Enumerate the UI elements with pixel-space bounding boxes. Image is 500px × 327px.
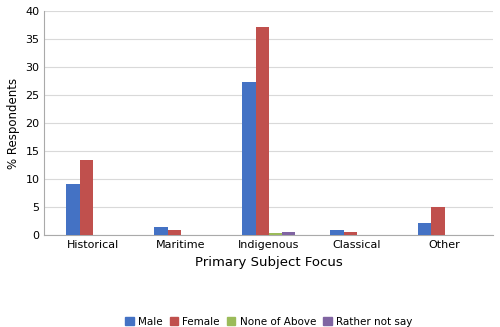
Bar — [269, 233, 282, 235]
Bar — [80, 160, 93, 235]
Bar — [256, 27, 269, 235]
Bar — [168, 230, 181, 235]
X-axis label: Primary Subject Focus: Primary Subject Focus — [195, 256, 342, 269]
Bar — [66, 184, 80, 235]
Bar — [282, 232, 295, 235]
Bar — [154, 227, 168, 235]
Legend: Male, Female, None of Above, Rather not say: Male, Female, None of Above, Rather not … — [121, 313, 416, 327]
Bar — [242, 82, 256, 235]
Bar — [330, 230, 344, 235]
Bar — [418, 223, 432, 235]
Bar — [344, 232, 356, 235]
Bar — [432, 207, 444, 235]
Y-axis label: % Respondents: % Respondents — [7, 77, 20, 169]
